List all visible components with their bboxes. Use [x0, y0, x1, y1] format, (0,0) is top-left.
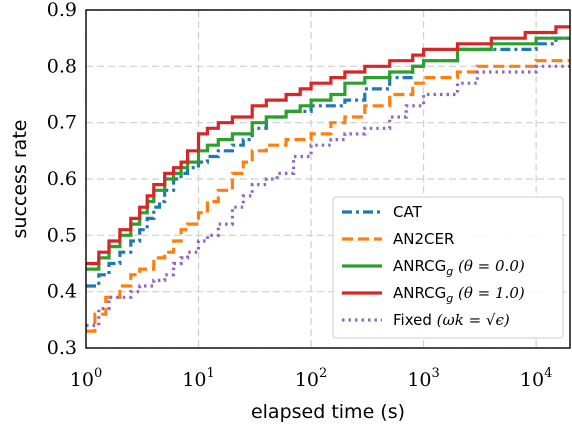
series-line-1 — [86, 59, 570, 333]
legend-items: CAT AN2CER ANRCGg (θ = 0.0) ANRCGg (θ = 1.0… — [342, 203, 525, 329]
y-tick-label: 0.8 — [47, 55, 77, 77]
legend-label-2: ANRCGg (θ = 0.0) — [393, 257, 525, 278]
x-axis-label: elapsed time (s) — [251, 401, 405, 423]
y-tick-label: 0.3 — [47, 337, 77, 359]
x-tick-label: 100 — [70, 366, 102, 391]
series-line-3 — [86, 25, 570, 266]
y-tick-label: 0.5 — [47, 224, 77, 246]
legend-box — [332, 196, 564, 339]
x-tick-label: 102 — [295, 366, 327, 391]
legend-label-0: CAT — [393, 203, 423, 221]
plot-frame — [85, 9, 571, 349]
series-line-0 — [86, 36, 570, 288]
y-tick-label: 0.7 — [47, 112, 77, 134]
x-tick-label: 104 — [520, 366, 552, 391]
y-tick-label: 0.9 — [47, 0, 77, 21]
x-tick-labels: 100 101 102 103 104 — [70, 366, 553, 391]
x-tick-label: 101 — [182, 366, 214, 391]
y-tick-label: 0.4 — [47, 281, 77, 303]
legend-label-4: Fixed (ωk = √ϵ) — [393, 311, 510, 329]
y-tick-label: 0.6 — [47, 168, 77, 190]
legend: CAT AN2CER ANRCGg (θ = 0.0) ANRCGg (θ = 1.0… — [332, 196, 564, 339]
y-tick-labels: 0.3 0.4 0.5 0.6 0.7 0.8 0.9 — [47, 0, 77, 359]
series-line-4 — [86, 64, 570, 328]
series-layer — [86, 25, 570, 333]
legend-label-1: AN2CER — [393, 230, 454, 248]
x-tick-label: 103 — [407, 366, 439, 391]
legend-label-3: ANRCGg (θ = 1.0) — [393, 284, 525, 305]
y-axis-label: success rate — [9, 120, 31, 239]
